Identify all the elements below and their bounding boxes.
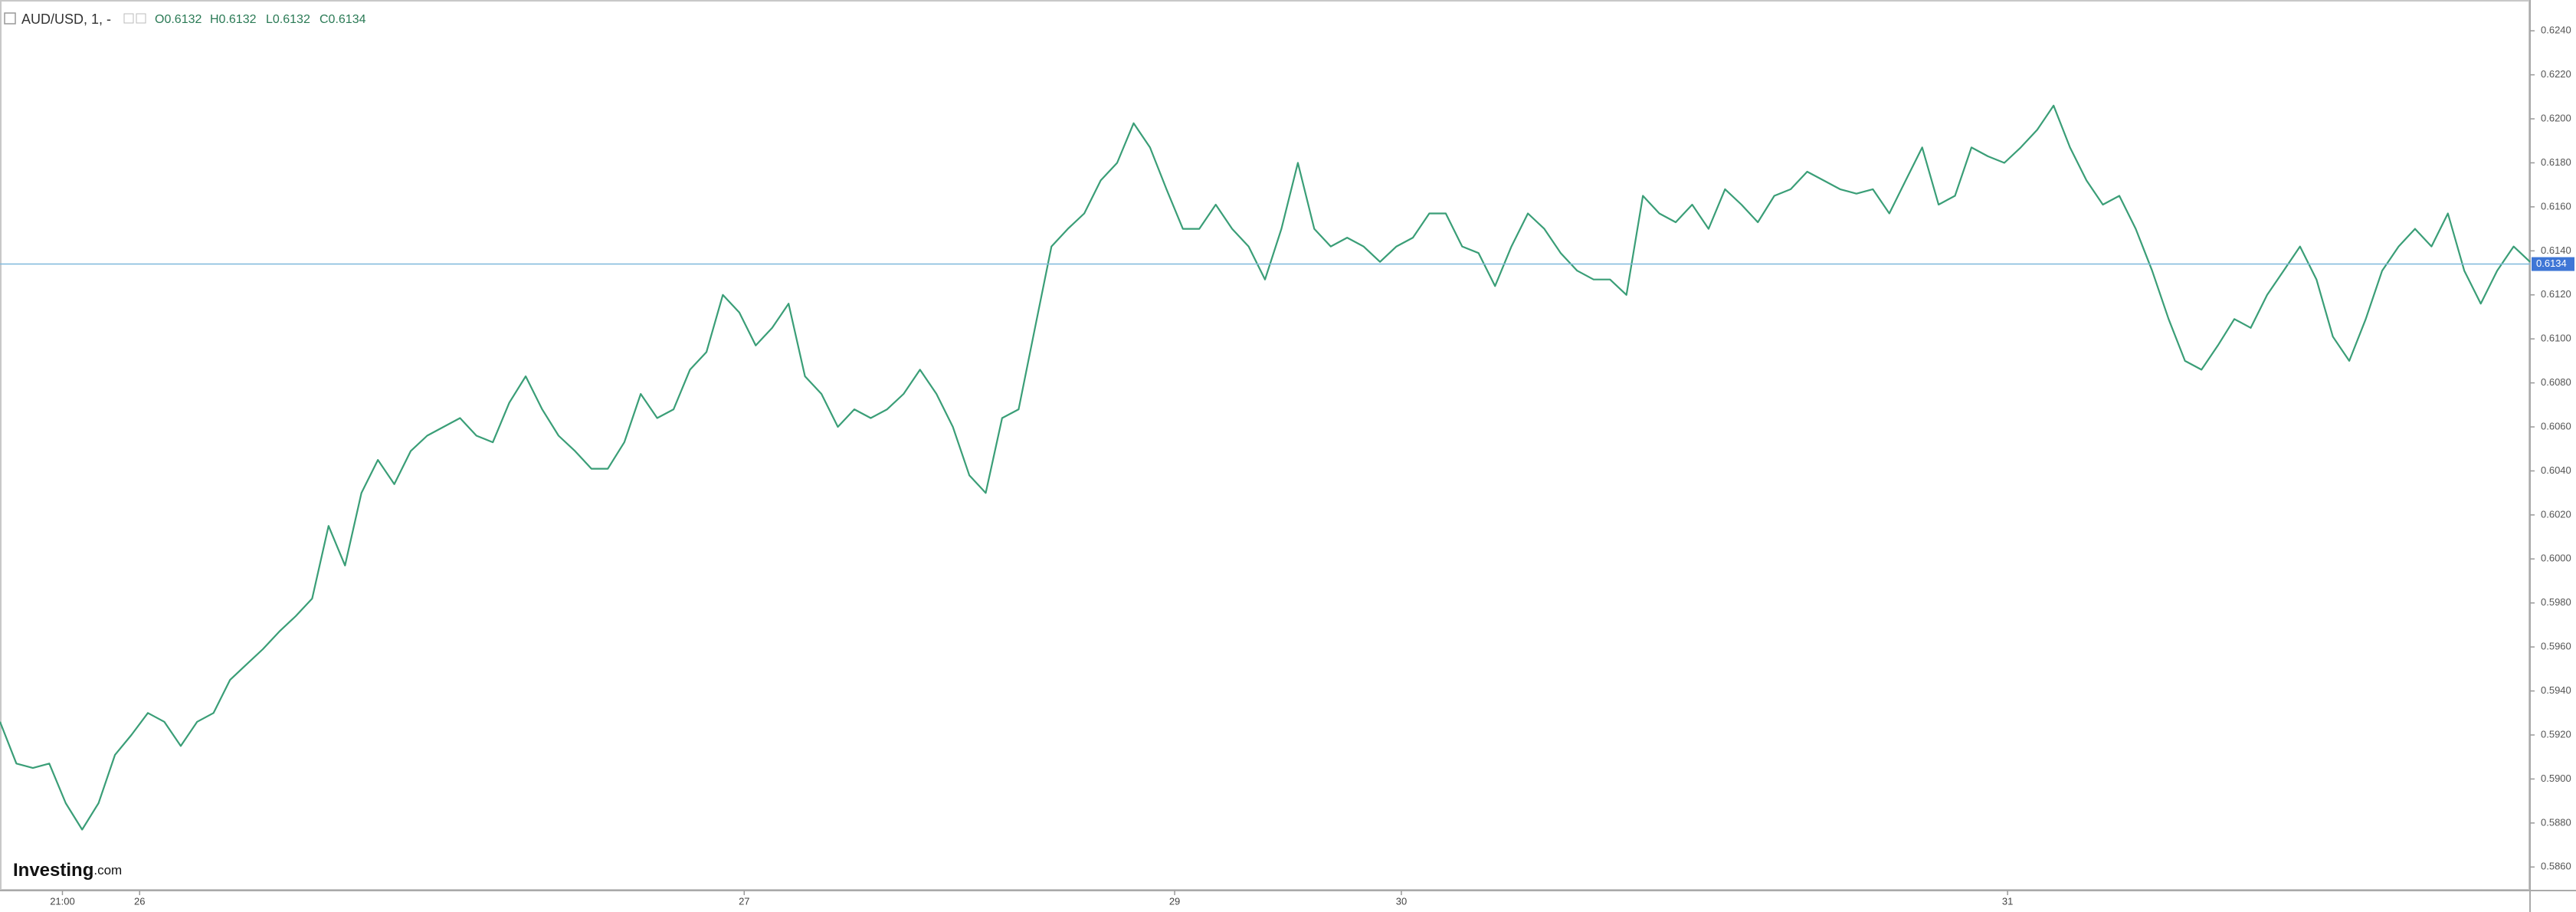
y-tick-label: 0.5980 <box>2541 596 2571 608</box>
y-tick-label: 0.6160 <box>2541 200 2571 212</box>
y-tick-label: 0.5860 <box>2541 861 2571 872</box>
y-tick-label: 0.5880 <box>2541 816 2571 828</box>
y-tick-label: 0.6220 <box>2541 68 2571 80</box>
x-tick-label: 27 <box>739 895 749 907</box>
low-value: L0.6132 <box>266 13 310 26</box>
y-tick-label: 0.6100 <box>2541 333 2571 344</box>
price-line <box>0 104 2531 831</box>
x-tick-label: 29 <box>1169 895 1180 907</box>
x-tick-label: 30 <box>1396 895 1407 907</box>
y-tick-label: 0.6120 <box>2541 288 2571 300</box>
logo-suffix: .com <box>93 863 122 878</box>
y-tick-label: 0.6060 <box>2541 420 2571 431</box>
last-price-label: 0.6134 <box>2536 258 2567 269</box>
y-tick-label: 0.6000 <box>2541 553 2571 564</box>
y-tick-label: 0.6200 <box>2541 112 2571 123</box>
close-value: C0.6134 <box>320 13 366 26</box>
y-tick-label: 0.5920 <box>2541 728 2571 740</box>
y-tick-label: 0.5940 <box>2541 684 2571 696</box>
x-tick-label: 26 <box>134 895 145 907</box>
settings-icon[interactable] <box>123 13 134 24</box>
y-tick-label: 0.5900 <box>2541 773 2571 784</box>
y-tick-label: 0.6020 <box>2541 508 2571 520</box>
y-tick-label: 0.6180 <box>2541 156 2571 168</box>
y-tick-label: 0.5960 <box>2541 641 2571 652</box>
logo-main: Investing <box>13 860 93 881</box>
collapse-icon[interactable] <box>4 12 16 25</box>
y-tick-label: 0.6240 <box>2541 25 2571 36</box>
logo: Investing.com <box>13 860 122 881</box>
y-tick-label: 0.6080 <box>2541 376 2571 388</box>
close-icon[interactable] <box>136 13 146 24</box>
open-value: O0.6132 <box>155 13 202 26</box>
high-value: H0.6132 <box>210 13 257 26</box>
x-tick-label: 21:00 <box>50 895 75 907</box>
y-tick-label: 0.6040 <box>2541 464 2571 476</box>
x-tick-label: 31 <box>2002 895 2013 907</box>
symbol-title: AUD/USD, 1, - <box>21 11 111 27</box>
y-tick-label: 0.6140 <box>2541 244 2571 256</box>
last-price-box <box>2532 257 2574 271</box>
